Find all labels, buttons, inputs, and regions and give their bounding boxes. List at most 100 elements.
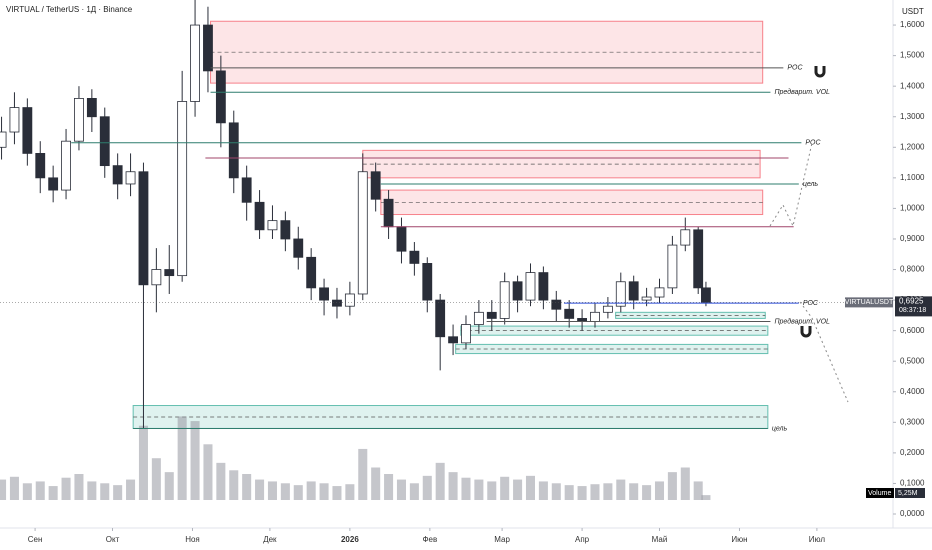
candle-body: [125, 171, 136, 185]
volume-bar: [151, 458, 161, 500]
volume-bars: [0, 416, 711, 500]
candle-body: [241, 177, 252, 203]
candle-body: [422, 263, 433, 301]
volume-bar: [190, 421, 200, 500]
y-tick-label: 1,6000: [900, 20, 925, 29]
volume-bar: [48, 486, 58, 500]
volume-bar: [680, 467, 690, 500]
level-label: цель: [803, 181, 819, 188]
volume-bar: [422, 475, 432, 500]
candle-body: [590, 311, 600, 322]
candle-body: [602, 305, 613, 313]
candle-body: [267, 220, 278, 231]
y-tick-label: 1,5000: [900, 51, 925, 60]
y-tick-label: 0,1000: [900, 479, 925, 488]
level-label: цель: [772, 425, 788, 432]
price-tag: VIRTUALUSDT 0,6925 08:37:18 Volume 5,25M: [0, 296, 932, 498]
level-label: POC: [787, 65, 803, 72]
x-tick-label: Окт: [106, 535, 120, 544]
volume-bar: [164, 472, 174, 500]
candle-body: [396, 226, 407, 252]
volume-bar: [603, 483, 613, 500]
price-tag: 0,6925: [899, 296, 924, 305]
countdown: 08:37:18: [899, 307, 926, 314]
x-tick-label: Июн: [731, 535, 747, 544]
x-tick-label: Июл: [809, 535, 826, 544]
volume-bar: [242, 474, 252, 500]
candle-body: [486, 311, 497, 319]
zones: [132, 20, 769, 429]
candle-body: [112, 165, 123, 185]
volume-bar: [590, 484, 600, 500]
x-tick-label: 2026: [341, 535, 359, 544]
candle-body: [538, 272, 549, 301]
volume-bar: [435, 462, 445, 500]
y-tick-label: 0,3000: [900, 417, 925, 426]
volume-bar: [293, 485, 303, 500]
volume-bar: [384, 474, 394, 500]
y-tick-label: 0,8000: [900, 265, 925, 274]
candle-body: [190, 24, 200, 102]
candle-body: [461, 324, 471, 344]
candle-body: [370, 171, 381, 200]
volume-bar: [396, 479, 406, 500]
volume-bar: [74, 474, 84, 500]
candle-body: [473, 311, 484, 325]
candle-body: [138, 171, 149, 286]
volume-bar: [332, 486, 342, 500]
candle-body: [280, 220, 291, 240]
level-label: POC: [803, 300, 819, 307]
y-tick-label: 0,5000: [900, 356, 925, 365]
candle-body: [332, 299, 342, 307]
y-tick-label: 1,4000: [900, 81, 925, 90]
volume-bar: [35, 481, 45, 500]
candle-body: [215, 70, 226, 124]
candle-body: [615, 281, 626, 307]
volume-bar: [177, 416, 187, 500]
volume-bar: [487, 481, 497, 500]
candle-body: [99, 116, 110, 167]
volume-bar: [61, 477, 71, 500]
candle-body: [512, 281, 523, 301]
volume-bar: [319, 483, 329, 500]
x-tick-label: Дек: [263, 535, 277, 544]
candle-body: [628, 281, 639, 301]
candle-body: [641, 296, 652, 301]
candle-body: [667, 244, 678, 289]
y-tick-label: 1,0000: [900, 204, 925, 213]
volume-title: Volume: [868, 490, 891, 497]
y-tick-label: 0,9000: [900, 234, 925, 243]
volume-bar: [701, 495, 711, 500]
volume-bar: [138, 425, 148, 500]
candle-body: [319, 287, 329, 301]
candle-body: [344, 293, 355, 307]
candle-body: [499, 281, 510, 319]
volume-bar: [203, 444, 213, 500]
y-tick-label: 0,4000: [900, 387, 925, 396]
x-tick-label: Сен: [28, 535, 43, 544]
candle-body: [564, 308, 575, 319]
volume-bar: [255, 479, 265, 500]
magnet-icon: [814, 66, 826, 78]
candle-body: [22, 107, 33, 154]
candle-body: [654, 287, 665, 298]
volume-bar: [551, 483, 561, 500]
candle-body: [357, 171, 368, 295]
volume-bar: [0, 479, 7, 500]
y-tick-label: 0,2000: [900, 448, 925, 457]
candle-body: [383, 198, 394, 228]
volume-last-bg: [895, 488, 925, 498]
volume-bar: [538, 481, 548, 500]
volume-bar: [409, 483, 419, 500]
level-label: POC: [805, 140, 821, 147]
candle-body: [293, 238, 304, 258]
volume-title-bg: [866, 488, 894, 498]
candle-body: [203, 24, 213, 72]
candle-body: [254, 201, 265, 231]
volume-bar: [461, 477, 471, 500]
candle-body: [74, 98, 84, 142]
volume-bar: [448, 472, 458, 500]
volume-bar: [358, 448, 368, 500]
y-tick-label: 0,6000: [900, 326, 925, 335]
